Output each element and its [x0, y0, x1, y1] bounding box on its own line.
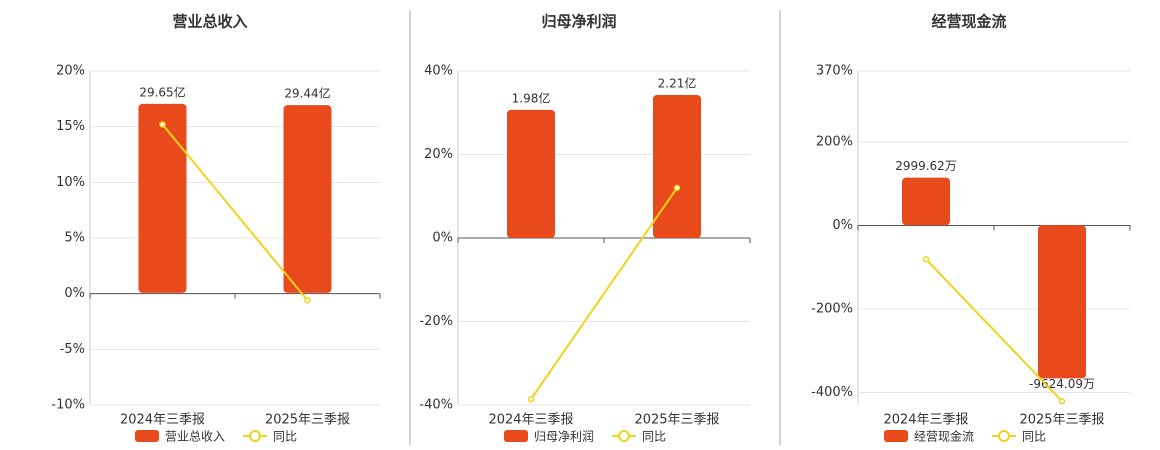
y-tick-label: 5%	[64, 231, 85, 246]
y-tick-label: -200%	[811, 301, 853, 316]
legend-label: 经营现金流	[914, 429, 974, 444]
y-tick-label: -400%	[811, 385, 853, 400]
legend-swatch	[884, 430, 908, 442]
line-point	[304, 297, 311, 304]
legend-label: 归母净利润	[534, 430, 594, 444]
x-tick-label: 2025年三季报	[1019, 413, 1104, 428]
line-point	[159, 121, 166, 128]
line-point	[527, 395, 535, 403]
line	[161, 123, 309, 301]
line-point	[1058, 397, 1066, 405]
legend-swatch	[998, 430, 1011, 442]
y-tick-label: 40%	[424, 64, 453, 79]
x-tick-label: 2024年三季报	[488, 413, 573, 428]
chart-title: 经营现金流	[931, 13, 1006, 31]
x-tick-label: 2024年三季报	[883, 413, 968, 428]
legend-label: 同比	[273, 430, 297, 444]
bar	[902, 177, 950, 226]
bar	[653, 94, 701, 238]
chart-title: 营业总收入	[172, 13, 247, 31]
y-tick-label: 200%	[816, 134, 853, 149]
y-tick-label: -20%	[419, 314, 453, 329]
legend-label: 同比	[642, 430, 666, 444]
legend-label: 营业总收入	[165, 430, 225, 444]
bar	[283, 105, 332, 293]
legend-swatch	[504, 430, 528, 442]
chart-title: 归母净利润	[541, 13, 616, 31]
y-tick-label: 0%	[64, 286, 85, 301]
y-tick-label: 20%	[424, 147, 453, 162]
y-tick-label: -40%	[419, 398, 453, 413]
value-label: 29.65亿	[139, 84, 185, 99]
line-point	[673, 184, 681, 192]
legend-swatch	[249, 430, 262, 442]
x-tick-label: 2024年三季报	[120, 413, 205, 428]
bar	[1038, 225, 1086, 379]
y-tick-label: -10%	[51, 398, 85, 413]
line-point	[922, 256, 930, 263]
x-tick-label: 2025年三季报	[634, 413, 719, 428]
value-label: 29.44亿	[284, 86, 330, 101]
line	[530, 187, 678, 400]
value-label: -9624.09万	[1029, 377, 1095, 391]
y-tick-label: -5%	[60, 342, 85, 357]
y-tick-label: 10%	[56, 175, 85, 190]
legend-label: 同比	[1022, 430, 1046, 444]
y-tick-label: 0%	[432, 231, 453, 246]
y-tick-label: 370%	[816, 64, 853, 79]
bar	[138, 103, 187, 293]
y-tick-label: 20%	[56, 64, 85, 79]
value-label: 2.21亿	[658, 75, 697, 90]
x-tick-label: 2025年三季报	[265, 413, 350, 428]
legend-swatch	[135, 430, 159, 442]
bar	[507, 109, 555, 238]
y-tick-label: 0%	[832, 218, 853, 233]
y-tick-label: 15%	[56, 119, 85, 134]
value-label: 2999.62万	[895, 159, 957, 173]
value-label: 1.98亿	[512, 90, 551, 105]
line	[925, 258, 1063, 402]
legend-swatch	[618, 430, 631, 442]
